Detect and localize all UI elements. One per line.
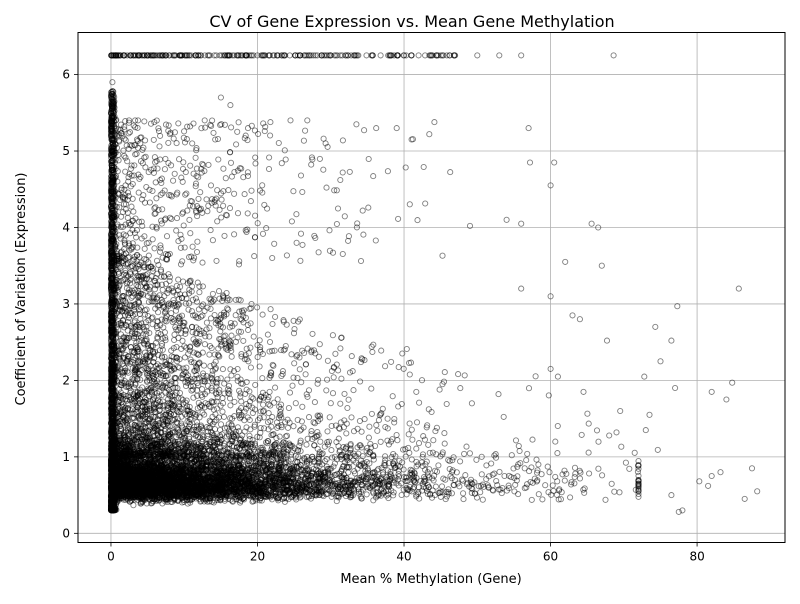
scatter-chart: 0204060800123456 CV of Gene Expression v… (0, 0, 800, 600)
chart-root: 0204060800123456 CV of Gene Expression v… (0, 0, 800, 600)
